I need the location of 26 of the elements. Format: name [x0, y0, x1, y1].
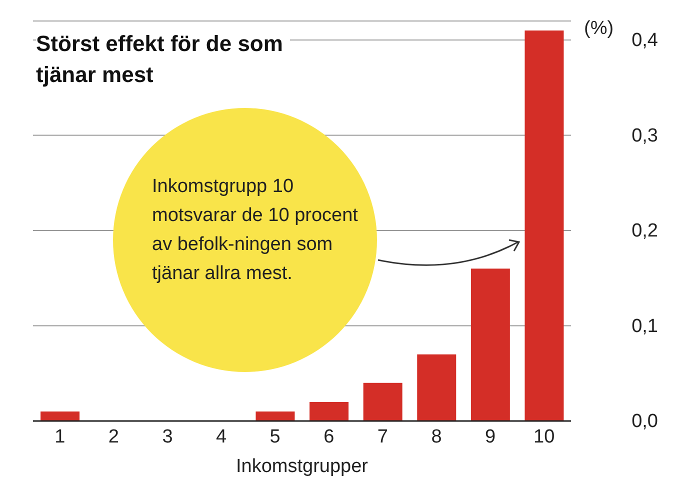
y-tick-label: 0,4	[632, 30, 658, 52]
x-tick-label: 7	[377, 426, 388, 448]
x-tick-label: 9	[485, 426, 496, 448]
bar	[470, 268, 510, 421]
bar	[417, 354, 456, 421]
annotation: Inkomstgrupp 10 motsvarar de 10 procent av befolk-ningen som tjänar allra mest.	[152, 175, 359, 286]
x-tick-label: 10	[534, 426, 555, 448]
x-tick-label: 5	[270, 426, 280, 448]
y-tick-label: 0,2	[632, 220, 658, 242]
bar	[363, 382, 402, 421]
bar	[524, 30, 564, 421]
x-tick-label: 3	[162, 426, 173, 448]
x-tick-label: 8	[431, 426, 442, 448]
x-tick-label: 1	[54, 426, 66, 448]
bar	[40, 411, 80, 421]
text: Störst effekt för de som tjänar mest	[36, 28, 290, 90]
x-tick-label: 2	[108, 426, 119, 448]
x-tick-label: 6	[324, 426, 334, 448]
bar	[256, 411, 295, 421]
y-axis-title: (%)	[584, 18, 614, 40]
x-axis-title: Inkomstgrupper	[236, 456, 369, 477]
y-tick-label: 0,0	[632, 411, 658, 432]
y-tick-label: 0,1	[632, 316, 658, 337]
x-tick-label: 4	[216, 426, 228, 448]
bar	[310, 402, 349, 421]
y-tick-label: 0,3	[632, 125, 658, 146]
